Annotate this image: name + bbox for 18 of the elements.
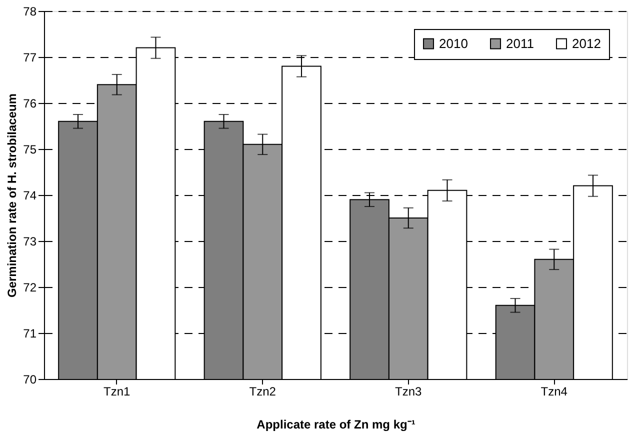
x-tick-label: Tzn3 [395,384,422,398]
y-tick-label: 71 [23,326,37,340]
x-tick-label: Tzn1 [104,384,131,398]
x-axis-title: Applicate rate of Zn mg kg⁻¹ [256,418,416,432]
y-tick-label: 76 [23,96,37,110]
y-tick-label: 78 [23,4,37,18]
x-tick-label: Tzn4 [540,384,568,398]
y-tick-label: 77 [23,50,37,64]
y-tick-label: 70 [23,372,37,386]
y-tick-label: 75 [23,142,37,156]
y-tick-label: 73 [23,234,37,248]
legend-label: 2012 [572,36,601,51]
legend-label: 2011 [506,36,534,51]
y-tick-label: 72 [23,280,37,294]
legend-label: 2010 [439,36,468,51]
y-tick-label: 74 [23,188,37,202]
y-axis-title: Germination rate of H. strobilaceum [5,93,20,298]
x-tick-label: Tzn2 [249,384,276,398]
